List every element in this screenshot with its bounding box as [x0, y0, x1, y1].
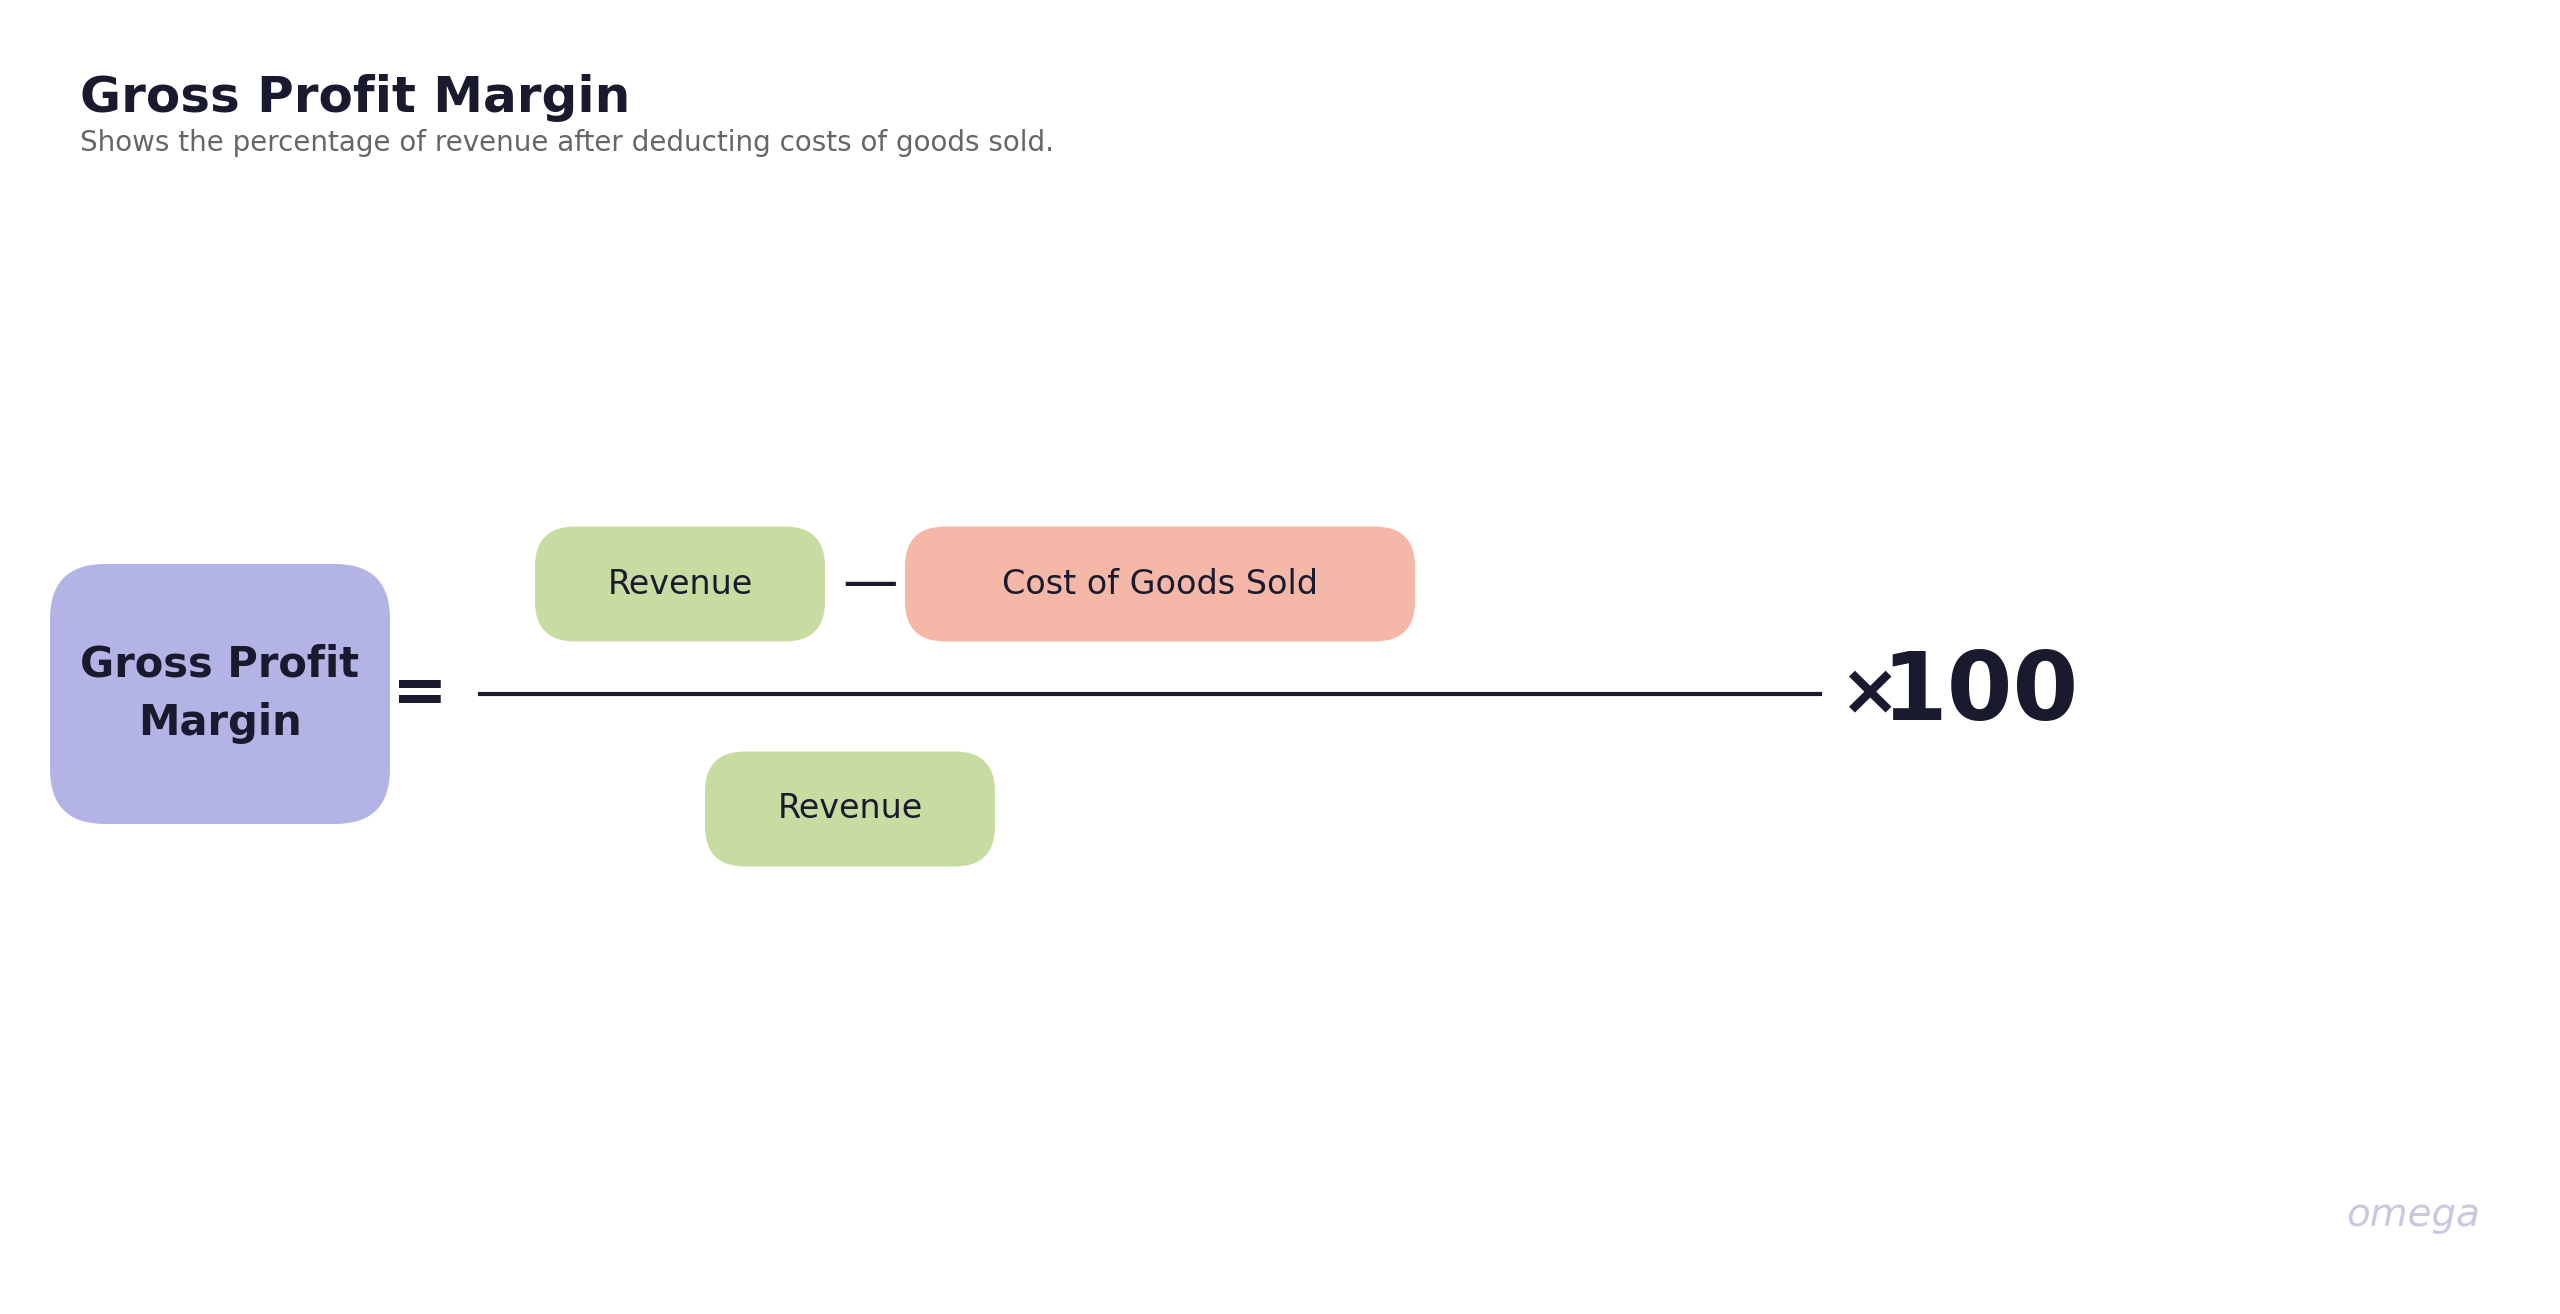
- Text: =: =: [392, 661, 448, 727]
- Text: Revenue: Revenue: [778, 792, 922, 825]
- Text: ×: ×: [1841, 660, 1900, 728]
- Text: Shows the percentage of revenue after deducting costs of goods sold.: Shows the percentage of revenue after de…: [79, 129, 1055, 156]
- Text: Cost of Goods Sold: Cost of Goods Sold: [1001, 568, 1318, 600]
- Text: Gross Profit Margin: Gross Profit Margin: [79, 74, 630, 122]
- Text: Gross Profit
Margin: Gross Profit Margin: [79, 644, 358, 744]
- Text: omega: omega: [2345, 1196, 2481, 1234]
- Text: Revenue: Revenue: [607, 568, 753, 600]
- Text: 100: 100: [1882, 648, 2079, 740]
- FancyBboxPatch shape: [51, 564, 389, 824]
- FancyBboxPatch shape: [535, 527, 824, 641]
- FancyBboxPatch shape: [704, 752, 996, 866]
- Text: —: —: [842, 557, 899, 611]
- FancyBboxPatch shape: [906, 527, 1416, 641]
